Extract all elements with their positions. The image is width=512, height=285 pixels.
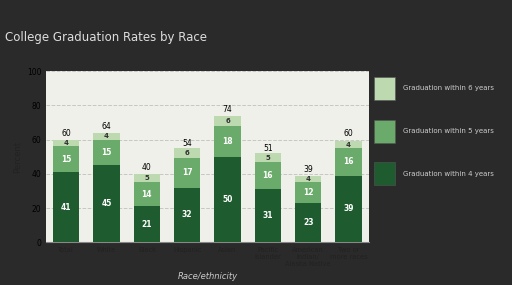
Bar <box>374 77 395 100</box>
Text: 4: 4 <box>346 142 351 148</box>
Text: 4: 4 <box>306 176 311 182</box>
Bar <box>134 182 160 206</box>
Bar <box>53 172 79 242</box>
Text: 74: 74 <box>223 105 232 114</box>
Bar <box>174 158 200 188</box>
Text: College Graduation Rates by Race: College Graduation Rates by Race <box>5 30 207 44</box>
Text: 32: 32 <box>182 210 193 219</box>
Text: Graduation within 6 years: Graduation within 6 years <box>403 85 494 91</box>
Bar <box>374 120 395 142</box>
Text: 14: 14 <box>142 190 152 199</box>
Bar <box>53 146 79 172</box>
Bar <box>295 203 321 242</box>
Text: 39: 39 <box>303 164 313 174</box>
Bar <box>134 206 160 242</box>
Text: 6: 6 <box>185 150 189 156</box>
Text: 6: 6 <box>225 118 230 124</box>
Bar <box>255 153 281 162</box>
Bar <box>335 176 361 242</box>
Bar <box>335 148 361 176</box>
Text: Race/ethnicity: Race/ethnicity <box>177 272 238 281</box>
Bar <box>255 162 281 189</box>
Text: 39: 39 <box>343 204 354 213</box>
Bar <box>215 116 241 126</box>
Bar <box>174 148 200 158</box>
Text: 60: 60 <box>344 129 353 138</box>
Text: 54: 54 <box>182 139 192 148</box>
Text: 4: 4 <box>104 133 109 139</box>
Text: 23: 23 <box>303 218 313 227</box>
Text: 64: 64 <box>102 122 112 131</box>
Text: 4: 4 <box>63 140 69 146</box>
Text: 45: 45 <box>101 199 112 208</box>
Bar <box>134 174 160 182</box>
Text: 21: 21 <box>142 220 152 229</box>
Bar <box>295 176 321 182</box>
Text: 16: 16 <box>263 171 273 180</box>
Text: 15: 15 <box>101 148 112 157</box>
Y-axis label: Percent: Percent <box>13 141 23 173</box>
Text: Graduation within 5 years: Graduation within 5 years <box>403 128 494 134</box>
Text: Graduation within 4 years: Graduation within 4 years <box>403 171 494 177</box>
Bar <box>255 189 281 242</box>
Text: 40: 40 <box>142 163 152 172</box>
Bar <box>215 157 241 242</box>
Text: 5: 5 <box>144 175 150 181</box>
Text: 18: 18 <box>222 137 233 146</box>
Text: 5: 5 <box>265 154 270 161</box>
Bar <box>374 162 395 185</box>
Text: 12: 12 <box>303 188 313 197</box>
Bar <box>295 182 321 203</box>
Bar <box>335 141 361 148</box>
Bar <box>94 165 120 242</box>
Text: 41: 41 <box>61 203 72 212</box>
Bar <box>94 133 120 140</box>
Bar <box>215 126 241 157</box>
Bar <box>53 140 79 146</box>
Text: 16: 16 <box>343 157 354 166</box>
Text: 51: 51 <box>263 144 273 153</box>
Bar <box>94 140 120 165</box>
Text: 60: 60 <box>61 129 71 138</box>
Bar <box>174 188 200 242</box>
Text: 50: 50 <box>222 195 233 204</box>
Text: 17: 17 <box>182 168 193 178</box>
Text: 31: 31 <box>263 211 273 220</box>
Text: 15: 15 <box>61 155 72 164</box>
